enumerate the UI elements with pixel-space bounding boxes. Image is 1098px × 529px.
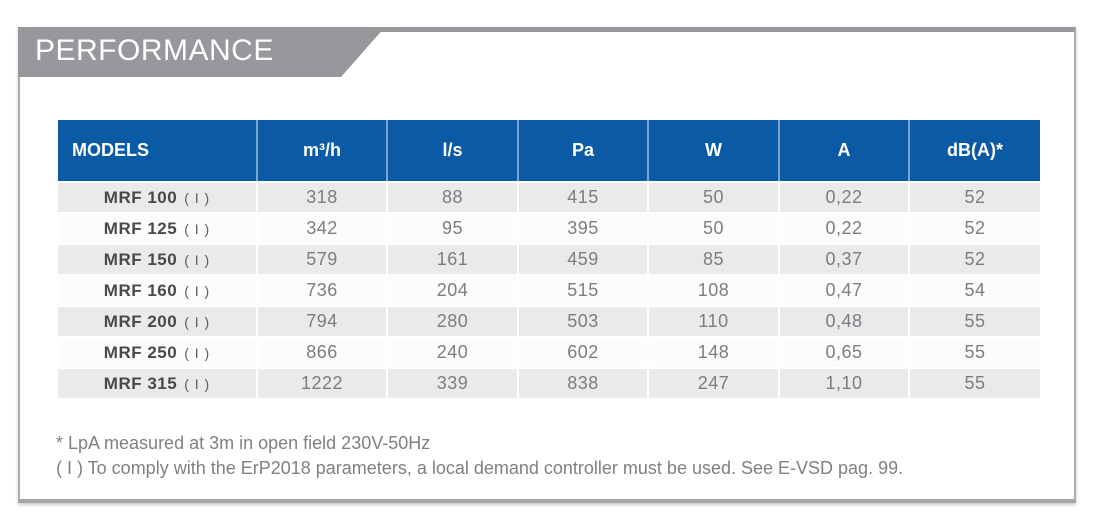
footnotes: * LpA measured at 3m in open field 230V-… [56, 431, 1074, 481]
model-note-ref: ( I ) [184, 376, 211, 392]
value-cell: 85 [647, 244, 779, 276]
model-note-ref: ( I ) [184, 345, 211, 361]
table-header-row: MODELS m³/h l/s Pa W A dB(A)* [58, 120, 1040, 183]
value-cell: 395 [517, 213, 648, 245]
value-cell: 838 [517, 368, 648, 400]
table-row: MRF 125 ( I ) 342 95 395 50 0,22 52 [58, 213, 1040, 245]
model-cell: MRF 100 ( I ) [58, 182, 257, 214]
value-cell: 318 [256, 182, 387, 214]
column-header-dba: dB(A)* [908, 120, 1040, 183]
section-title: PERFORMANCE [35, 34, 274, 67]
value-cell: 50 [647, 213, 779, 245]
value-cell: 52 [908, 213, 1040, 245]
model-note-ref: ( I ) [184, 314, 211, 330]
value-cell: 55 [908, 306, 1040, 338]
value-cell: 0,22 [778, 182, 909, 214]
section-banner: PERFORMANCE [18, 27, 385, 77]
value-cell: 515 [517, 275, 648, 307]
table-row: MRF 160 ( I ) 736 204 515 108 0,47 54 [58, 275, 1040, 307]
value-cell: 108 [647, 275, 779, 307]
model-name: MRF 150 [103, 250, 178, 269]
value-cell: 110 [647, 306, 779, 338]
column-header-models: MODELS [58, 120, 257, 183]
model-note-ref: ( I ) [184, 252, 211, 268]
column-header-w: W [647, 120, 779, 183]
table-row: MRF 315 ( I ) 1222 339 838 247 1,10 55 [58, 368, 1040, 400]
value-cell: 280 [386, 306, 518, 338]
table-row: MRF 100 ( I ) 318 88 415 50 0,22 52 [58, 182, 1040, 214]
value-cell: 1,10 [778, 368, 909, 400]
model-name: MRF 100 [103, 188, 178, 207]
value-cell: 0,37 [778, 244, 909, 276]
model-name: MRF 315 [103, 374, 178, 393]
table-row: MRF 250 ( I ) 866 240 602 148 0,65 55 [58, 337, 1040, 369]
value-cell: 503 [517, 306, 648, 338]
value-cell: 415 [517, 182, 648, 214]
value-cell: 602 [517, 337, 648, 369]
value-cell: 1222 [256, 368, 387, 400]
model-name: MRF 125 [103, 219, 178, 238]
value-cell: 459 [517, 244, 648, 276]
model-cell: MRF 150 ( I ) [58, 244, 257, 276]
value-cell: 88 [386, 182, 518, 214]
model-name: MRF 250 [103, 343, 178, 362]
value-cell: 52 [908, 182, 1040, 214]
value-cell: 52 [908, 244, 1040, 276]
column-header-ls: l/s [386, 120, 518, 183]
model-cell: MRF 250 ( I ) [58, 337, 257, 369]
value-cell: 55 [908, 337, 1040, 369]
value-cell: 342 [256, 213, 387, 245]
model-cell: MRF 200 ( I ) [58, 306, 257, 338]
value-cell: 0,22 [778, 213, 909, 245]
model-note-ref: ( I ) [184, 283, 211, 299]
value-cell: 148 [647, 337, 779, 369]
footnote-erp2018: ( I ) To comply with the ErP2018 paramet… [56, 458, 904, 478]
value-cell: 204 [386, 275, 518, 307]
table-row: MRF 150 ( I ) 579 161 459 85 0,37 52 [58, 244, 1040, 276]
value-cell: 95 [386, 213, 518, 245]
value-cell: 55 [908, 368, 1040, 400]
footnote-lpa: * LpA measured at 3m in open field 230V-… [56, 433, 431, 453]
column-header-pa: Pa [517, 120, 648, 183]
value-cell: 247 [647, 368, 779, 400]
value-cell: 50 [647, 182, 779, 214]
value-cell: 0,47 [778, 275, 909, 307]
value-cell: 54 [908, 275, 1040, 307]
model-note-ref: ( I ) [184, 190, 211, 206]
value-cell: 0,48 [778, 306, 909, 338]
value-cell: 579 [256, 244, 387, 276]
column-header-m3h: m³/h [256, 120, 387, 183]
value-cell: 736 [256, 275, 387, 307]
column-header-a: A [778, 120, 909, 183]
value-cell: 339 [386, 368, 518, 400]
model-name: MRF 160 [103, 281, 178, 300]
performance-table: MODELS m³/h l/s Pa W A dB(A)* MRF 100 ( I… [58, 120, 1040, 400]
value-cell: 240 [386, 337, 518, 369]
model-cell: MRF 125 ( I ) [58, 213, 257, 245]
model-cell: MRF 315 ( I ) [58, 368, 257, 400]
value-cell: 0,65 [778, 337, 909, 369]
value-cell: 161 [386, 244, 518, 276]
model-cell: MRF 160 ( I ) [58, 275, 257, 307]
performance-card: PERFORMANCE MODELS m³/h l/s Pa W A [18, 27, 1076, 503]
model-name: MRF 200 [103, 312, 178, 331]
table-row: MRF 200 ( I ) 794 280 503 110 0,48 55 [58, 306, 1040, 338]
value-cell: 794 [256, 306, 387, 338]
model-note-ref: ( I ) [184, 221, 211, 237]
value-cell: 866 [256, 337, 387, 369]
